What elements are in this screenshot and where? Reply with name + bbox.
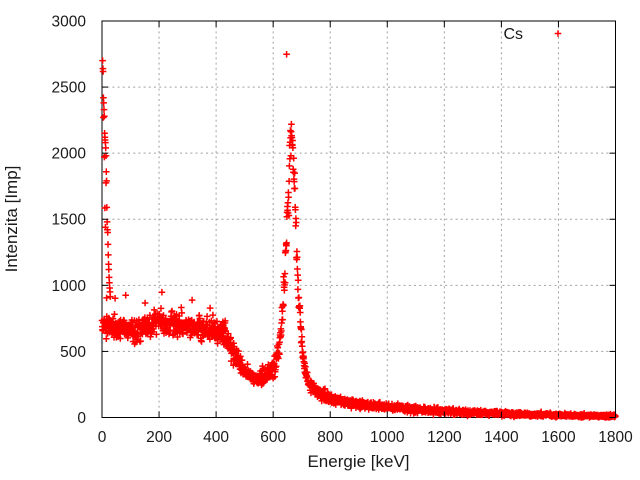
x-tick-label: 200 — [146, 429, 172, 446]
y-tick-label: 500 — [60, 344, 86, 361]
x-tick-label: 1600 — [541, 429, 576, 446]
x-tick-label: 1800 — [598, 429, 633, 446]
data-points-path — [98, 51, 619, 421]
y-tick-label: 1500 — [52, 212, 87, 229]
y-tick-label: 3000 — [52, 13, 87, 30]
x-tick-label: 600 — [260, 429, 286, 446]
x-tick-label: 400 — [203, 429, 229, 446]
axis-ticks — [101, 20, 616, 418]
x-tick-label: 1400 — [484, 429, 519, 446]
legend-label: Cs — [503, 26, 523, 43]
y-axis-label: Intenzita [Imp] — [2, 166, 21, 273]
gridlines — [101, 20, 616, 418]
x-tick-label: 800 — [317, 429, 343, 446]
scatter-points — [98, 51, 619, 421]
x-tick-label: 0 — [98, 429, 107, 446]
tick-labels: 0 200 400 600 800 1000 1200 1400 1600 1800 0 500 100… — [52, 13, 634, 446]
y-tick-label: 2000 — [52, 146, 87, 163]
x-axis-label: Energie [keV] — [307, 452, 409, 471]
y-tick-label: 1000 — [52, 278, 87, 295]
legend-marker-plus-icon — [554, 30, 562, 37]
x-tick-label: 1000 — [370, 429, 405, 446]
y-tick-label: 2500 — [52, 80, 87, 97]
x-tick-label: 1200 — [427, 429, 462, 446]
y-tick-label: 0 — [77, 410, 86, 427]
